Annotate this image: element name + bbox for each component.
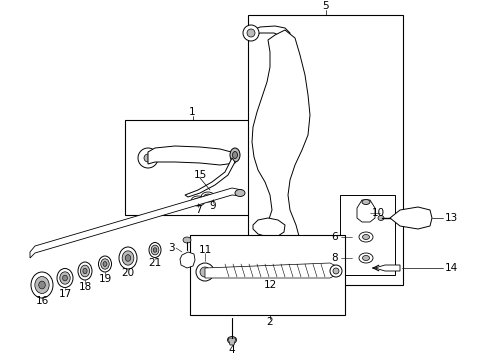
Ellipse shape [101,259,109,269]
Ellipse shape [330,265,342,277]
Circle shape [243,25,259,41]
Polygon shape [190,235,345,315]
Text: 15: 15 [194,170,207,180]
Ellipse shape [191,196,205,206]
Ellipse shape [194,198,202,204]
Text: 4: 4 [229,345,235,355]
Circle shape [138,148,158,168]
Text: 12: 12 [264,280,277,290]
Circle shape [196,263,214,281]
Polygon shape [253,26,290,40]
Text: 17: 17 [58,289,72,299]
Ellipse shape [57,269,73,288]
Polygon shape [228,338,236,345]
Text: 21: 21 [148,258,162,268]
Polygon shape [185,158,235,197]
Ellipse shape [232,152,238,158]
Text: 8: 8 [331,253,338,263]
Text: 2: 2 [267,317,273,327]
Ellipse shape [80,265,90,277]
Ellipse shape [98,256,112,272]
Text: 14: 14 [445,263,458,273]
Ellipse shape [227,337,237,343]
Polygon shape [252,30,310,270]
Polygon shape [390,207,432,229]
Ellipse shape [60,272,70,284]
Text: 11: 11 [198,245,212,255]
Ellipse shape [153,248,157,252]
Text: 5: 5 [322,1,329,11]
Ellipse shape [183,237,191,243]
Ellipse shape [63,275,68,281]
Ellipse shape [363,256,369,261]
Ellipse shape [362,199,370,204]
Ellipse shape [363,234,369,239]
Ellipse shape [119,247,137,269]
Ellipse shape [35,276,49,293]
Ellipse shape [125,255,131,261]
Text: 6: 6 [331,232,338,242]
Ellipse shape [230,148,240,162]
Ellipse shape [201,192,215,202]
Text: 18: 18 [78,282,92,292]
Ellipse shape [149,243,161,257]
Ellipse shape [31,272,53,298]
Ellipse shape [78,262,92,280]
Text: 9: 9 [210,201,216,211]
Polygon shape [180,252,195,268]
Ellipse shape [235,189,245,197]
Text: 10: 10 [372,208,385,218]
Polygon shape [375,265,400,271]
Text: 19: 19 [98,274,112,284]
Circle shape [144,154,152,162]
Ellipse shape [83,268,87,274]
Ellipse shape [206,195,210,198]
Ellipse shape [359,253,373,263]
Ellipse shape [378,216,384,220]
Ellipse shape [203,194,213,200]
Ellipse shape [333,268,339,274]
Ellipse shape [151,245,159,255]
Polygon shape [148,146,237,165]
Ellipse shape [122,251,134,265]
Ellipse shape [359,232,373,242]
Ellipse shape [103,262,107,266]
Text: 16: 16 [35,296,49,306]
Text: 1: 1 [189,107,196,117]
Bar [340,195,395,275]
Ellipse shape [196,199,200,202]
Text: 20: 20 [122,268,135,278]
Polygon shape [253,218,285,237]
Text: 3: 3 [169,243,175,253]
Bar [248,15,403,285]
Polygon shape [30,188,242,258]
Circle shape [200,267,210,277]
Polygon shape [357,200,375,222]
Text: 7: 7 [195,205,201,215]
Bar [125,120,260,215]
Text: 13: 13 [445,213,458,223]
Circle shape [247,29,255,37]
Ellipse shape [39,281,45,289]
Polygon shape [205,263,338,278]
